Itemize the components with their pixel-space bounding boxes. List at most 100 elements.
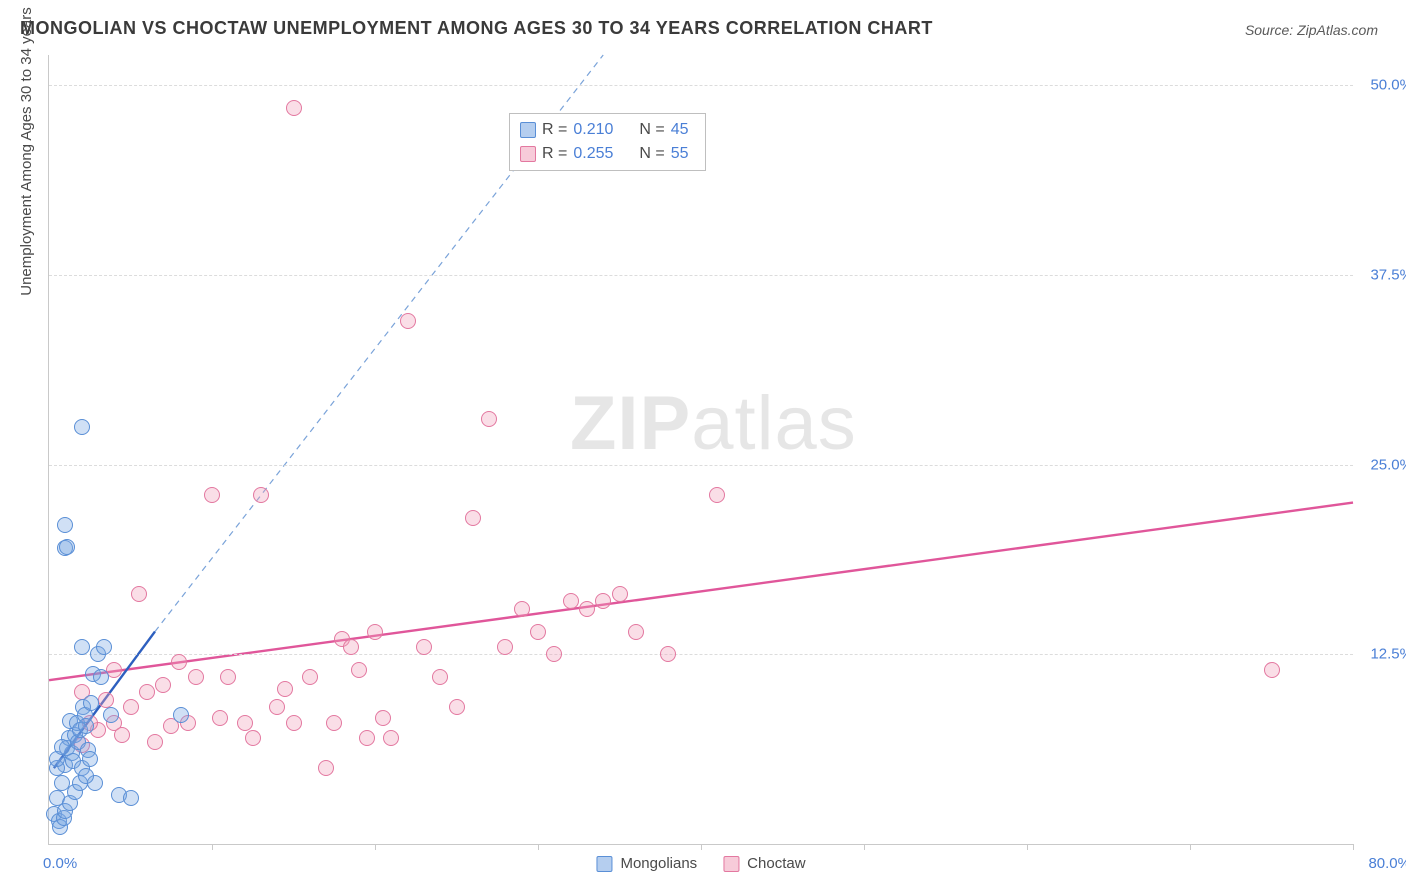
data-point [286, 715, 302, 731]
data-point [628, 624, 644, 640]
data-point [93, 669, 109, 685]
legend-n-value: 55 [671, 142, 689, 166]
x-tick [864, 844, 865, 850]
data-point [612, 586, 628, 602]
gridline [49, 85, 1353, 86]
data-point [212, 710, 228, 726]
y-tick-label: 12.5% [1370, 646, 1406, 663]
data-point [465, 510, 481, 526]
legend-stat-row: R = 0.210 N = 45 [520, 118, 689, 142]
data-point [103, 707, 119, 723]
legend-r-value: 0.255 [573, 142, 613, 166]
legend-swatch [723, 856, 739, 872]
data-point [497, 639, 513, 655]
data-point [78, 718, 94, 734]
data-point [139, 684, 155, 700]
legend-label: Choctaw [747, 855, 805, 872]
data-point [579, 601, 595, 617]
data-point [204, 487, 220, 503]
y-axis-label: Unemployment Among Ages 30 to 34 years [18, 7, 35, 296]
source-label: Source: ZipAtlas.com [1245, 22, 1378, 38]
legend-stats: R = 0.210 N = 45 R = 0.255 N = 55 [509, 113, 706, 171]
data-point [302, 669, 318, 685]
data-point [326, 715, 342, 731]
data-point [82, 751, 98, 767]
legend-series: Mongolians Choctaw [596, 855, 805, 872]
data-point [74, 419, 90, 435]
x-min-label: 0.0% [43, 855, 77, 872]
x-tick [1353, 844, 1354, 850]
x-tick [375, 844, 376, 850]
data-point [400, 313, 416, 329]
data-point [595, 593, 611, 609]
data-point [530, 624, 546, 640]
legend-n-value: 45 [671, 118, 689, 142]
data-point [171, 654, 187, 670]
data-point [416, 639, 432, 655]
x-tick [701, 844, 702, 850]
data-point [147, 734, 163, 750]
data-point [220, 669, 236, 685]
data-point [96, 639, 112, 655]
data-point [57, 517, 73, 533]
legend-r-value: 0.210 [573, 118, 613, 142]
data-point [660, 646, 676, 662]
data-point [78, 768, 94, 784]
x-tick [1027, 844, 1028, 850]
legend-n-label: N = [639, 142, 664, 166]
x-tick [212, 844, 213, 850]
legend-r-label: R = [542, 118, 567, 142]
data-point [546, 646, 562, 662]
gridline [49, 654, 1353, 655]
data-point [563, 593, 579, 609]
data-point [54, 739, 70, 755]
data-point [253, 487, 269, 503]
data-point [375, 710, 391, 726]
data-point [343, 639, 359, 655]
data-point [1264, 662, 1280, 678]
gridline [49, 275, 1353, 276]
data-point [59, 539, 75, 555]
legend-n-label: N = [639, 118, 664, 142]
gridline [49, 465, 1353, 466]
data-point [188, 669, 204, 685]
data-point [173, 707, 189, 723]
data-point [83, 695, 99, 711]
x-tick [1190, 844, 1191, 850]
data-point [245, 730, 261, 746]
chart-plot-area: 0.0% 80.0% R = 0.210N = 45R = 0.255N = 5… [48, 55, 1353, 845]
legend-swatch [520, 146, 536, 162]
data-point [709, 487, 725, 503]
data-point [367, 624, 383, 640]
data-point [269, 699, 285, 715]
data-point [155, 677, 171, 693]
x-tick [538, 844, 539, 850]
data-point [123, 699, 139, 715]
legend-swatch [520, 122, 536, 138]
data-point [514, 601, 530, 617]
y-tick-label: 50.0% [1370, 77, 1406, 94]
data-point [74, 639, 90, 655]
legend-stat-row: R = 0.255 N = 55 [520, 142, 689, 166]
legend-item: Choctaw [723, 855, 805, 872]
legend-item: Mongolians [596, 855, 697, 872]
data-point [383, 730, 399, 746]
data-point [123, 790, 139, 806]
y-tick-label: 37.5% [1370, 267, 1406, 284]
data-point [432, 669, 448, 685]
data-point [286, 100, 302, 116]
legend-swatch [596, 856, 612, 872]
data-point [114, 727, 130, 743]
legend-label: Mongolians [620, 855, 697, 872]
data-point [318, 760, 334, 776]
data-point [277, 681, 293, 697]
data-point [131, 586, 147, 602]
chart-title: MONGOLIAN VS CHOCTAW UNEMPLOYMENT AMONG … [20, 18, 933, 39]
data-point [481, 411, 497, 427]
data-point [351, 662, 367, 678]
data-point [98, 692, 114, 708]
x-max-label: 80.0% [1368, 855, 1406, 872]
legend-r-label: R = [542, 142, 567, 166]
y-tick-label: 25.0% [1370, 456, 1406, 473]
data-point [237, 715, 253, 731]
